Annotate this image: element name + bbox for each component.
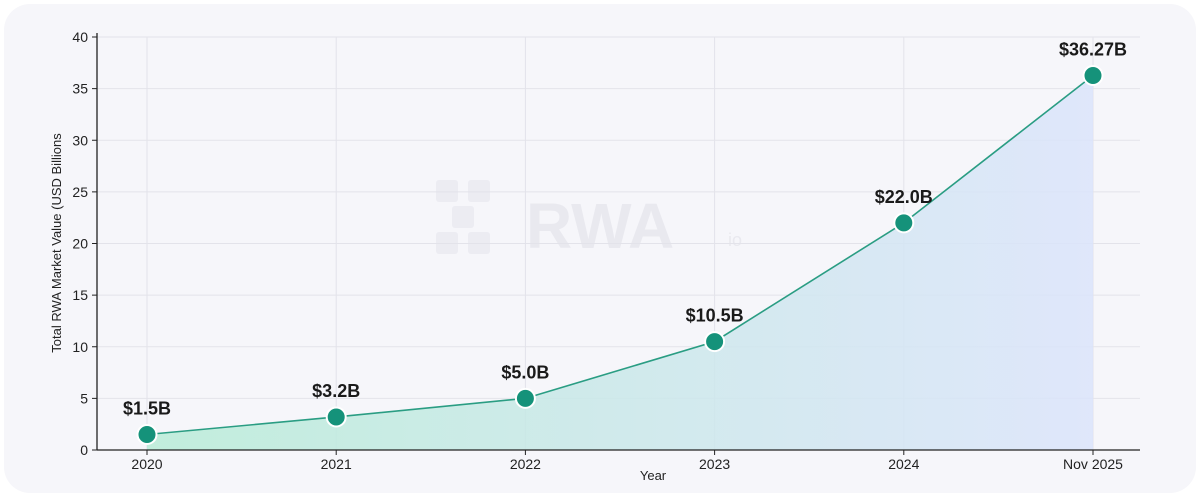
watermark-text: RWA	[526, 190, 674, 262]
data-point	[893, 212, 915, 234]
y-tick-label: 30	[72, 132, 88, 148]
y-tick-label: 40	[72, 29, 88, 45]
y-tick-label: 25	[72, 184, 88, 200]
x-tick-label: 2024	[888, 456, 919, 472]
data-label: $22.0B	[875, 187, 933, 207]
x-axis-ticks: 2020 2021 2022 2023 2024 Nov 2025	[131, 450, 1123, 472]
series-line	[146, 74, 1094, 436]
y-axis-ticks: 0 5 10 15 20 25 30 35 40	[72, 29, 97, 458]
data-label: $3.2B	[312, 381, 360, 401]
data-label: $5.0B	[501, 362, 549, 382]
x-tick-label: 2022	[510, 456, 541, 472]
watermark-suffix: io	[728, 230, 742, 250]
data-label: $10.5B	[686, 306, 744, 326]
y-tick-label: 15	[72, 287, 88, 303]
data-point	[325, 406, 347, 428]
data-labels: $1.5B $3.2B $5.0B $10.5B $22.0B $36.27B	[123, 40, 1127, 419]
x-tick-label: 2023	[699, 456, 730, 472]
data-label: $1.5B	[123, 399, 171, 419]
area-fill	[147, 75, 1093, 450]
watermark-logo-icon	[436, 180, 490, 254]
data-label: $36.27B	[1059, 40, 1127, 60]
data-point	[704, 331, 726, 353]
data-point	[1082, 65, 1104, 87]
y-axis-title: Total RWA Market Value (USD Billions	[49, 133, 64, 353]
x-tick-label: 2020	[131, 456, 162, 472]
x-axis-title: Year	[640, 468, 667, 483]
y-tick-label: 0	[80, 442, 88, 458]
axes	[96, 33, 1140, 451]
data-points	[136, 65, 1104, 446]
x-tick-label: 2021	[321, 456, 352, 472]
y-tick-label: 35	[72, 81, 88, 97]
data-point	[136, 424, 158, 446]
x-tick-label: Nov 2025	[1063, 456, 1123, 472]
watermark: RWA io	[436, 180, 742, 262]
y-tick-label: 20	[72, 236, 88, 252]
y-tick-label: 5	[80, 390, 88, 406]
y-tick-label: 10	[72, 339, 88, 355]
data-point	[514, 387, 536, 409]
